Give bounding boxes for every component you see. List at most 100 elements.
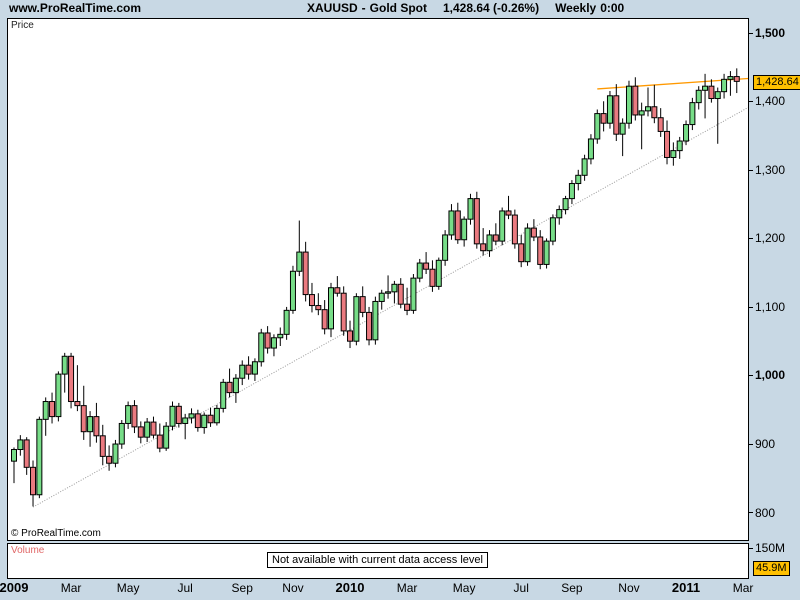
- candle: [353, 293, 360, 346]
- candle-body: [549, 217, 556, 242]
- price-tick-label: 1,400: [755, 94, 786, 109]
- candle: [251, 358, 258, 381]
- candle-body: [467, 198, 474, 220]
- price-pane-label: Price: [11, 20, 34, 31]
- candle-body: [11, 449, 17, 462]
- candle: [188, 408, 195, 424]
- candle-body: [702, 85, 709, 91]
- candle-body: [391, 283, 398, 293]
- candle: [575, 169, 582, 191]
- candle-body: [239, 364, 246, 379]
- candle: [289, 265, 296, 314]
- volume-pane-label: Volume: [11, 545, 45, 556]
- candle: [410, 274, 417, 314]
- volume-tick: 150M: [749, 542, 785, 555]
- last-volume-flag: 45.9M: [753, 561, 790, 576]
- time-tick-label: Jul: [177, 581, 193, 595]
- candle-body: [613, 95, 620, 135]
- candle-body: [372, 300, 379, 341]
- time-tick-label: Sep: [231, 581, 253, 595]
- candle-body: [568, 183, 575, 200]
- price-chart-canvas[interactable]: [8, 19, 748, 540]
- candle-body: [36, 418, 43, 496]
- candle: [606, 90, 613, 129]
- candle: [708, 79, 715, 103]
- candle: [733, 68, 740, 94]
- time-tick-label: Jul: [513, 581, 529, 595]
- time-tick-label: May: [452, 581, 476, 595]
- price-tick: 1,200: [749, 232, 785, 245]
- candle: [619, 118, 626, 157]
- candle: [112, 439, 119, 468]
- price-tick-label: 1,100: [755, 299, 786, 314]
- candle: [137, 421, 144, 444]
- candle-body: [625, 85, 632, 124]
- candle-body: [423, 262, 430, 270]
- candle: [169, 401, 176, 431]
- candle: [556, 205, 563, 225]
- candle-body: [74, 401, 81, 407]
- time-tick-label: Nov: [618, 581, 640, 595]
- candle: [99, 424, 106, 466]
- candle-body: [492, 234, 499, 242]
- candle-body: [30, 466, 37, 496]
- candle-body: [442, 234, 449, 261]
- candle-body: [251, 361, 258, 375]
- header-instrument-info: XAUUSD - Gold Spot 1,428.64 (-0.26%) Weekly 0…: [307, 1, 628, 15]
- candle-body: [594, 113, 601, 140]
- candle-body: [524, 227, 531, 263]
- time-tick-label: Mar: [732, 581, 754, 595]
- candle-body: [575, 174, 582, 185]
- candle: [664, 120, 671, 165]
- header-last-price: 1,428.64 (-0.26%): [443, 1, 540, 15]
- candle-body: [454, 210, 461, 241]
- price-pane[interactable]: Price © ProRealTime.com: [7, 18, 749, 541]
- candle-body: [17, 439, 24, 451]
- candle: [695, 86, 702, 110]
- candle-body: [486, 234, 493, 252]
- candle: [537, 230, 544, 270]
- candle: [220, 378, 227, 413]
- candle-body: [182, 417, 189, 424]
- candle-body: [683, 124, 690, 142]
- candle-body: [721, 78, 728, 93]
- candle-body: [220, 381, 227, 409]
- candle: [670, 142, 677, 166]
- candle-body: [258, 332, 265, 363]
- candle-body: [511, 214, 518, 245]
- candle: [651, 84, 658, 124]
- candle: [30, 460, 37, 507]
- header-session: 0:00: [600, 1, 625, 15]
- candle-body: [645, 106, 651, 112]
- candle: [232, 374, 239, 403]
- candle: [340, 286, 347, 336]
- candle-body: [93, 416, 100, 437]
- price-tick-label: 1,300: [755, 162, 786, 177]
- candle-body: [68, 355, 75, 403]
- price-axis[interactable]: 1,500 1,400 1,300 1,200 1,100 1,000 900 800: [749, 18, 800, 541]
- candle: [416, 258, 423, 283]
- candle: [347, 320, 354, 349]
- candle: [264, 326, 271, 354]
- candle: [378, 289, 385, 310]
- candle: [442, 230, 449, 266]
- candle: [397, 278, 404, 309]
- candle: [270, 334, 277, 357]
- candle-body: [283, 309, 290, 335]
- candle-body: [207, 414, 214, 424]
- candle: [721, 73, 728, 99]
- candle: [80, 385, 87, 440]
- candle-body: [308, 294, 315, 307]
- candle-body: [714, 91, 721, 100]
- candle: [175, 402, 182, 428]
- trendline-support[interactable]: [32, 106, 748, 508]
- candle-body: [733, 76, 740, 82]
- volume-axis[interactable]: 150M: [749, 542, 800, 579]
- header-timeframe: Weekly: [555, 1, 597, 15]
- candle: [429, 260, 436, 292]
- candle: [23, 437, 30, 475]
- candle-body: [505, 210, 512, 216]
- candle-body: [80, 405, 87, 433]
- price-tick: 1,000: [749, 369, 785, 382]
- time-axis[interactable]: 2009 Mar May Jul Sep Nov 2010 Mar May Jul Sep Nov 20…: [0, 579, 800, 600]
